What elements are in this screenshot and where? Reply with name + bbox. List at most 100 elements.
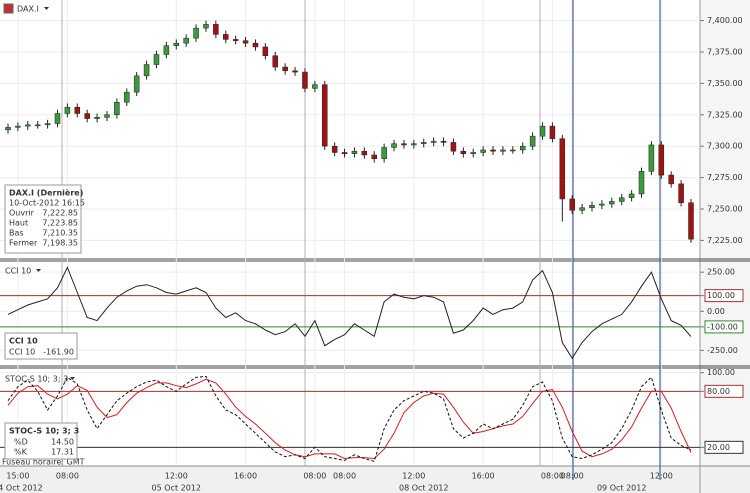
info-label: 10-Oct-2012 16:15	[9, 199, 85, 208]
candle-body	[450, 142, 457, 152]
tick-label-box	[704, 384, 744, 398]
candle-body	[292, 70, 298, 73]
legend-value: 17.31	[51, 448, 74, 457]
timezone-note: Fuseau horaire: GMT	[2, 458, 85, 467]
candle-body	[104, 114, 110, 118]
y-tick-label: 7,275.00	[707, 173, 743, 182]
overlay: DAX.I CCI 10 STOC-S 10; 3; 3 Fuseau hora…	[0, 3, 744, 493]
candle-body	[589, 204, 595, 208]
candle-body	[173, 42, 180, 46]
dropdown-arrow[interactable]	[70, 377, 75, 380]
date-label: 05 Oct 2012	[152, 484, 201, 493]
x-tick-label: 12:00	[402, 472, 425, 481]
candle-body	[638, 171, 645, 195]
y-tick-label: 100.00	[707, 291, 735, 300]
candle-body	[282, 66, 288, 72]
info-box	[4, 184, 82, 254]
candle-body	[133, 75, 140, 93]
candle-body	[203, 24, 209, 29]
candle-body	[618, 197, 625, 202]
marks	[0, 20, 700, 462]
info-value: 7,223.85	[42, 219, 78, 228]
candle-body	[579, 207, 585, 211]
info-label: Haut	[9, 219, 28, 228]
y-tick-label: 7,325.00	[707, 110, 743, 119]
x-tick-label: 12:00	[650, 472, 673, 481]
x-tick-label: 08:00	[333, 472, 356, 481]
candle-body	[411, 143, 417, 146]
candle-body	[381, 147, 387, 160]
candle-body	[401, 143, 407, 146]
candle-body	[490, 149, 496, 152]
candle-body	[44, 123, 51, 126]
candle-body	[114, 101, 120, 116]
candle-body	[124, 91, 130, 103]
candle-body	[153, 54, 160, 65]
candle-body	[193, 27, 199, 39]
candle-body	[371, 154, 377, 160]
y-tick-label: -100.00	[707, 322, 738, 331]
tab-icon	[3, 3, 14, 14]
candle-body	[64, 106, 71, 114]
candle-body	[223, 34, 229, 40]
info-value: 7,198.35	[42, 239, 78, 248]
candle-body	[609, 201, 615, 205]
candle-body	[272, 55, 279, 68]
candle-body	[312, 84, 318, 89]
info-value: 7,210.35	[42, 229, 78, 238]
candle-body	[213, 24, 219, 35]
indicator-title[interactable]: STOC-S 10; 3; 3	[5, 375, 68, 384]
candle-body	[143, 64, 150, 77]
dropdown-arrow[interactable]	[36, 269, 41, 272]
date-label: 09 Oct 2012	[597, 484, 646, 493]
candle-body	[529, 135, 536, 147]
candle-body	[519, 145, 526, 151]
candle-body	[25, 124, 31, 127]
y-tick-label: 7,300.00	[707, 142, 743, 151]
series-line	[7, 266, 692, 360]
info-box	[4, 332, 78, 360]
y-tick-label: 20.00	[707, 443, 730, 452]
candle-body	[668, 174, 674, 185]
candle-body	[480, 149, 486, 153]
candle-body	[539, 125, 546, 137]
candle-body	[341, 152, 348, 154]
candle-body	[252, 42, 259, 48]
y-tick-label: 7,250.00	[707, 205, 743, 214]
candle-body	[361, 150, 368, 156]
candle-body	[163, 45, 170, 55]
indicator-title[interactable]: CCI 10	[5, 267, 31, 276]
y-tick-label: 7,400.00	[707, 16, 743, 25]
candle-body	[628, 193, 635, 198]
tick-label-box	[704, 440, 744, 454]
candle-body	[648, 144, 655, 172]
candle-body	[302, 71, 308, 89]
candle-body	[15, 125, 21, 128]
y-tick-label: -250.00	[707, 346, 738, 355]
candle-body	[658, 144, 665, 176]
candle-body	[262, 46, 269, 56]
candle-body	[549, 125, 556, 139]
tab-title[interactable]: DAX.I	[17, 5, 39, 14]
y-tick-label: 0.00	[707, 307, 725, 316]
candle-body	[183, 37, 189, 44]
x-tick-label: 08:00	[56, 472, 79, 481]
candle-body	[470, 152, 476, 154]
candle-body	[688, 202, 694, 240]
y-tick-label: 250.00	[707, 268, 735, 277]
info-title: DAX.I (Dernière)	[9, 188, 83, 198]
y-tick-label: 7,225.00	[707, 236, 743, 245]
tick-label-box	[704, 289, 744, 303]
info-value: 7,222.85	[42, 209, 78, 218]
x-tick-label: 08:00	[561, 472, 584, 481]
candle-body	[559, 138, 566, 200]
info-label: Fermer	[9, 239, 38, 248]
info-title: STOC-S 10; 3; 3	[9, 427, 79, 436]
x-tick-label: 16:00	[472, 472, 495, 481]
candle-body	[5, 127, 11, 131]
legend-label: %D	[14, 438, 28, 447]
candle-body	[430, 140, 437, 143]
dropdown-arrow[interactable]	[44, 7, 49, 10]
